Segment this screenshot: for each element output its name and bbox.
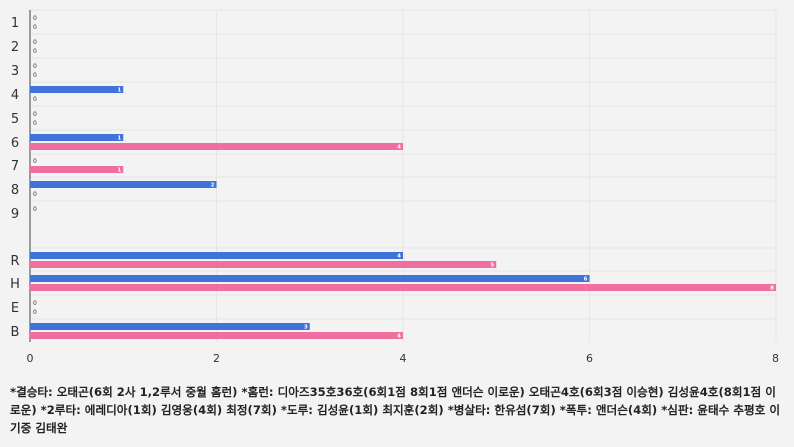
bar-value-label: 1 [117,136,121,142]
x-tick-label: 0 [27,352,34,365]
bar-value-label: 8 [770,286,774,292]
x-tick-label: 6 [586,352,593,365]
bar-value-label: 0 [33,120,37,127]
bar-value-label: 5 [490,263,494,269]
bar [30,284,776,291]
bar-value-label: 0 [33,158,37,165]
bar-value-label: 0 [33,24,37,31]
bar [30,134,124,141]
bar [30,86,124,93]
bar-value-label: 6 [584,277,588,283]
bar [30,166,124,173]
row-label: 2 [11,40,19,55]
x-tick-label: 8 [772,352,779,365]
bar-value-label: 0 [33,96,37,103]
row-label: 8 [11,183,19,198]
bar-value-label: 4 [397,254,401,260]
x-tick-label: 2 [213,352,220,365]
row-label: 6 [11,136,19,151]
row-label: 3 [11,64,19,79]
bar-value-label: 4 [397,145,401,151]
bar-value-label: 1 [117,88,121,94]
bar [30,323,310,330]
bar-value-label: 0 [33,63,37,70]
bar [30,332,403,339]
bar-value-label: 0 [33,111,37,118]
gridlines [29,9,777,342]
bar-value-label: 0 [33,206,37,213]
game-notes: *결승타: 오태곤(6회 2사 1,2루서 중월 홈런) *홈런: 디아즈35호… [10,385,781,435]
row-label: R [10,254,19,269]
bar-value-label: 4 [397,334,401,340]
bar-value-label: 1 [117,168,121,174]
bar [30,252,403,259]
row-label: 9 [11,207,19,222]
row-label: H [10,277,20,292]
bar [30,143,403,150]
row-label: 4 [11,88,19,103]
row-label: 1 [11,16,19,31]
bar [30,181,217,188]
row-label: 7 [11,159,19,174]
x-tick-label: 4 [400,352,407,365]
bar-value-label: 0 [33,72,37,79]
row-label: 5 [11,112,19,127]
bar-value-label: 0 [33,191,37,198]
bar [30,261,497,268]
row-label: B [11,325,20,340]
bar [30,275,590,282]
bar-value-label: 3 [304,325,308,331]
bar-value-label: 0 [33,48,37,55]
bar-value-label: 0 [33,300,37,307]
row-label: E [11,301,19,316]
bars: 0 0 0 0 0 0 1 0 0 0 1 4 0 1 2 0 0 4 5 6 8 0 0 3 4 [30,15,776,340]
bar-value-label: 0 [33,309,37,316]
bar-value-label: 0 [33,39,37,46]
x-axis-ticks: 0 2 4 6 8 [27,352,780,365]
bar-value-label: 2 [211,183,215,189]
bar-value-label: 0 [33,15,37,22]
